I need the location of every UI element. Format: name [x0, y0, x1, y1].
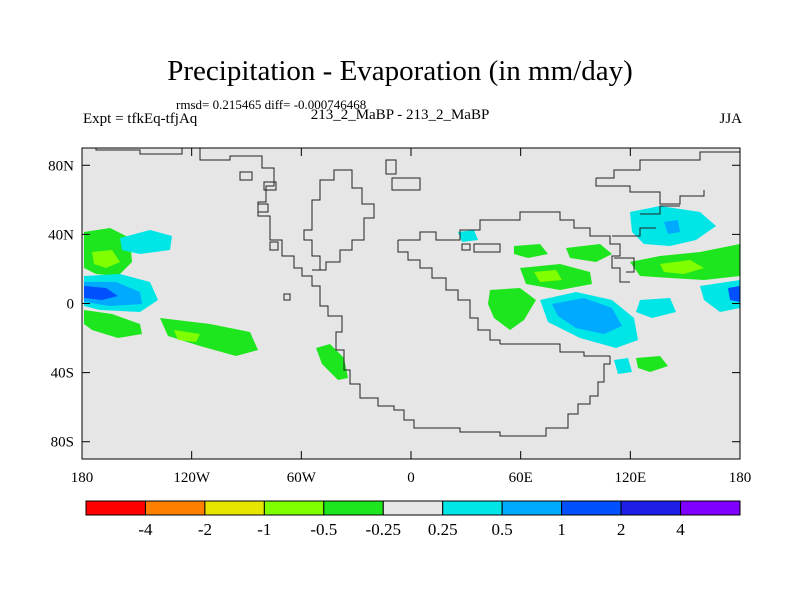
field-region: [514, 244, 548, 258]
y-tick-label: 80S: [51, 435, 74, 451]
x-tick-label: 120W: [173, 470, 211, 486]
colorbar-swatch: [144, 500, 206, 516]
colorbar-swatch: [561, 500, 622, 516]
field-region: [552, 298, 622, 334]
colorbar-swatch: [204, 500, 265, 516]
colorbar-swatch: [501, 500, 563, 516]
map-background: [82, 148, 740, 459]
field-region: [92, 250, 120, 268]
colorbar-label: -0.5: [310, 520, 337, 539]
field-region: [120, 230, 172, 254]
field-region: [84, 310, 142, 338]
field-region: [174, 330, 200, 342]
field-region: [566, 244, 612, 262]
field-region: [664, 220, 680, 234]
experiment-label: Expt = tfkEq-tfjAq: [83, 111, 198, 127]
colorbar-swatch: [263, 500, 325, 516]
colorbar-label: -0.25: [366, 520, 401, 539]
colorbar-label: -1: [257, 520, 271, 539]
figure-title: Precipitation - Evaporation (in mm/day): [167, 55, 633, 87]
colorbar-label: 1: [557, 520, 566, 539]
field-region: [636, 298, 676, 318]
x-tick-label: 120E: [614, 470, 646, 486]
field-region: [728, 286, 740, 302]
field-region: [160, 318, 258, 356]
field-region: [488, 288, 536, 330]
field-region: [534, 270, 562, 282]
field-region: [458, 230, 478, 242]
season-label: JJA: [719, 111, 742, 127]
x-tick-label: 0: [407, 470, 415, 486]
case-label: 213_2_MaBP - 213_2_MaBP: [310, 107, 490, 123]
y-tick-label: 0: [67, 297, 75, 313]
x-tick-label: 180: [71, 470, 94, 486]
field-contours: [84, 206, 740, 380]
stats-label: rmsd= 0.215465 diff= -0.000746468: [176, 97, 367, 112]
field-region: [636, 356, 668, 372]
field-region: [660, 260, 704, 274]
colorbar-label: -2: [198, 520, 212, 539]
colorbar-swatch: [680, 500, 741, 516]
coastlines: [95, 148, 740, 437]
axis-ticks: 180 120W 60W 0 60E 120E 180 80N 40N 0 40S 80S: [48, 148, 751, 486]
colorbar-swatch: [85, 500, 146, 516]
y-tick-label: 40S: [51, 366, 74, 382]
field-region: [84, 286, 118, 300]
colorbar-label: 2: [617, 520, 626, 539]
x-tick-label: 60W: [287, 470, 317, 486]
colorbar-label: -4: [138, 520, 153, 539]
colorbar-label: 4: [676, 520, 685, 539]
x-tick-label: 180: [729, 470, 752, 486]
field-region: [614, 358, 632, 374]
colorbar: -4 -2 -1 -0.5 -0.25 0.25 0.5 1 2 4: [85, 500, 741, 539]
colorbar-swatch: [442, 500, 503, 516]
x-tick-label: 60E: [509, 470, 533, 486]
colorbar-label: 0.5: [492, 520, 513, 539]
field-region: [316, 344, 348, 380]
colorbar-swatch: [382, 500, 444, 516]
colorbar-swatch: [323, 500, 384, 516]
colorbar-label: 0.25: [428, 520, 458, 539]
colorbar-swatch: [620, 500, 682, 516]
y-tick-label: 80N: [48, 158, 74, 174]
y-tick-label: 40N: [48, 227, 74, 243]
